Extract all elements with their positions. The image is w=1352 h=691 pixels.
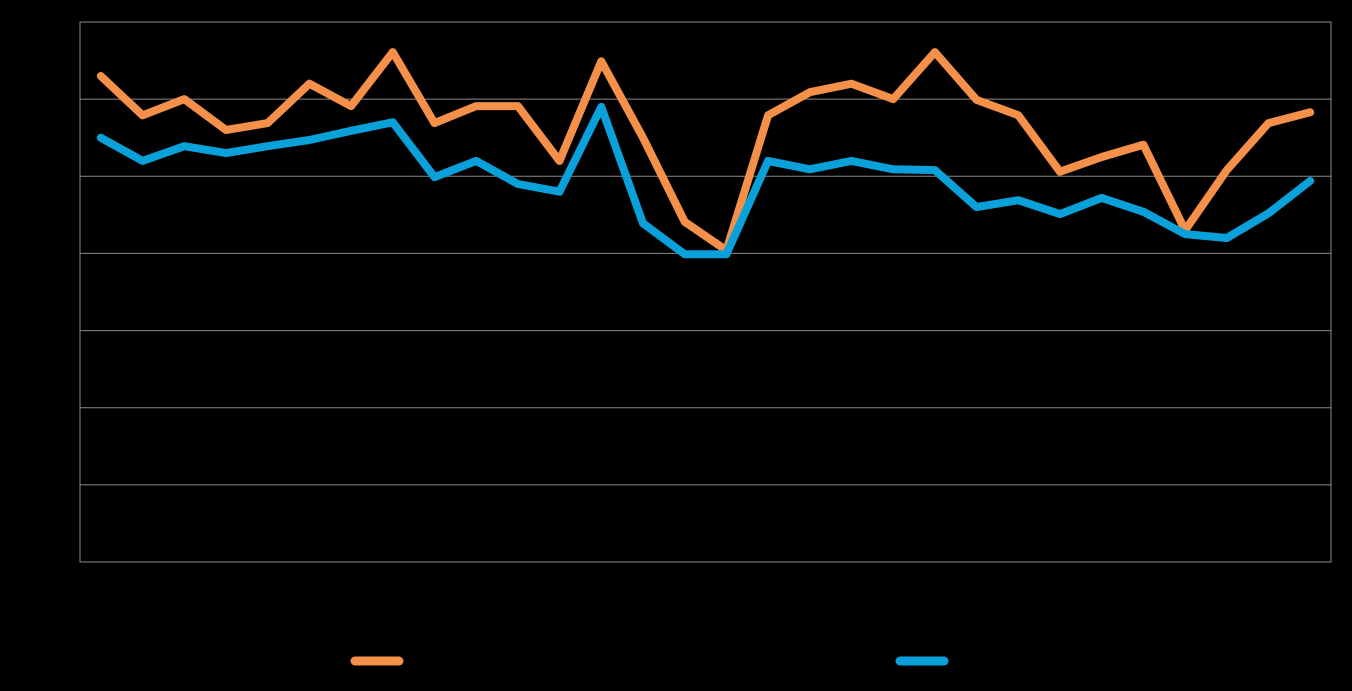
series-line bbox=[96, 102, 1315, 259]
series-line bbox=[96, 48, 1315, 255]
